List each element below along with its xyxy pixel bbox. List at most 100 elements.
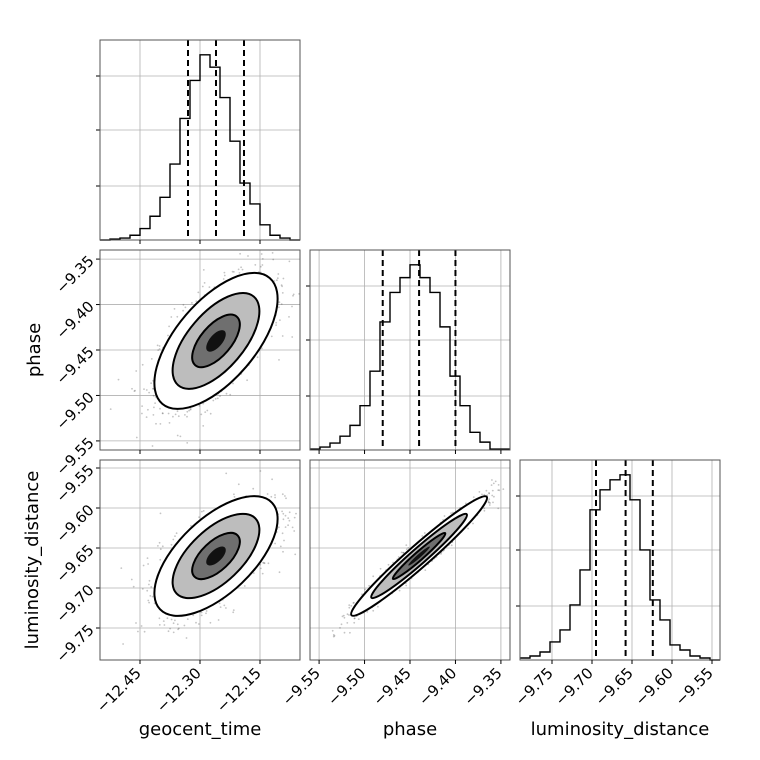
scatter-point xyxy=(350,605,353,607)
panel-0 xyxy=(96,39,301,244)
scatter-point xyxy=(168,422,171,424)
scatter-point xyxy=(284,495,286,497)
scatter-point xyxy=(202,510,205,512)
scatter-point xyxy=(223,604,226,607)
scatter-point xyxy=(148,601,151,604)
scatter-point xyxy=(170,618,173,621)
y-tick-label-3: −9.70 xyxy=(52,581,97,626)
scatter-point xyxy=(402,551,405,554)
scatter-point xyxy=(278,359,280,361)
scatter-point xyxy=(169,627,172,630)
scatter-point xyxy=(284,514,287,517)
scatter-point xyxy=(400,551,403,554)
scatter-point xyxy=(170,316,173,318)
scatter-point xyxy=(225,392,228,395)
plot-layer: −9.75−9.70−9.65−9.60−9.55−9.35−9.40−9.45… xyxy=(52,39,721,716)
scatter-point xyxy=(281,532,284,535)
scatter-point xyxy=(152,387,154,390)
scatter-point xyxy=(152,414,155,416)
scatter-point xyxy=(172,415,174,418)
scatter-point xyxy=(276,277,279,280)
y-axis-label-luminosity-distance: luminosity_distance xyxy=(22,471,43,650)
scatter-point xyxy=(281,292,284,294)
scatter-point xyxy=(186,415,188,418)
scatter-point xyxy=(443,515,446,517)
scatter-point xyxy=(275,321,278,324)
scatter-point xyxy=(206,409,209,412)
x-tick-label-2: −12.15 xyxy=(213,664,265,716)
scatter-point xyxy=(232,609,235,611)
scatter-point xyxy=(145,389,148,391)
scatter-point xyxy=(223,271,226,274)
scatter-point xyxy=(274,496,276,499)
scatter-point xyxy=(483,507,486,510)
scatter-point xyxy=(407,547,410,549)
scatter-point xyxy=(148,391,151,394)
scatter-point xyxy=(283,539,285,542)
scatter-point xyxy=(198,623,200,625)
scatter-point xyxy=(291,305,293,308)
scatter-point xyxy=(214,398,217,400)
scatter-point xyxy=(277,273,280,275)
scatter-point xyxy=(292,293,295,296)
scatter-point xyxy=(147,563,150,565)
scatter-point xyxy=(421,535,424,537)
scatter-point xyxy=(158,348,161,350)
scatter-point xyxy=(167,334,169,337)
scatter-point xyxy=(174,535,176,537)
scatter-point xyxy=(237,268,240,271)
scatter-point xyxy=(231,270,234,273)
scatter-point xyxy=(145,416,148,418)
scatter-point xyxy=(168,325,171,328)
scatter-point xyxy=(288,260,291,263)
scatter-point xyxy=(143,630,146,633)
scatter-point xyxy=(260,567,262,570)
scatter-point xyxy=(387,563,390,566)
contour-level-3 xyxy=(206,546,226,566)
scatter-point xyxy=(177,628,180,631)
scatter-point xyxy=(184,306,187,309)
scatter-point xyxy=(163,624,166,626)
scatter-point xyxy=(488,492,490,494)
scatter-point xyxy=(332,634,335,636)
panel-4: −9.55−9.60−9.65−9.70−9.75−12.45 −12.30 −12… xyxy=(52,459,301,716)
scatter-point xyxy=(158,617,161,620)
x-tick-label-3: −9.60 xyxy=(632,664,677,709)
scatter-point xyxy=(148,579,151,582)
scatter-point xyxy=(331,629,334,632)
scatter-point xyxy=(209,412,212,415)
scatter-point xyxy=(263,562,265,564)
scatter-point xyxy=(190,525,192,527)
histogram-step-geocent-time xyxy=(100,54,300,241)
scatter-point xyxy=(361,593,363,596)
scatter-point xyxy=(291,526,294,529)
scatter-point xyxy=(372,575,375,578)
scatter-point xyxy=(272,258,275,261)
scatter-point xyxy=(275,324,277,326)
scatter-point xyxy=(150,586,153,588)
scatter-point xyxy=(188,409,191,412)
x-tick-label-4: −9.35 xyxy=(461,664,506,709)
scatter-point xyxy=(259,265,262,268)
scatter-point xyxy=(223,274,226,277)
scatter-point xyxy=(156,344,159,347)
scatter-point xyxy=(135,436,138,439)
scatter-point xyxy=(157,545,159,547)
scatter-point xyxy=(488,492,491,495)
x-tick-label-3: −9.40 xyxy=(415,664,460,709)
scatter-point xyxy=(353,617,356,620)
scatter-point xyxy=(197,291,200,294)
scatter-point xyxy=(146,557,149,559)
scatter-point xyxy=(174,413,177,416)
scatter-point xyxy=(176,315,179,318)
scatter-point xyxy=(287,517,290,519)
x-tick-label-0: −9.75 xyxy=(512,664,557,709)
scatter-point xyxy=(167,630,170,633)
scatter-point xyxy=(342,614,345,617)
scatter-point xyxy=(246,379,249,382)
scatter-point xyxy=(240,266,243,269)
y-tick-label-2: −9.45 xyxy=(52,343,97,388)
scatter-point xyxy=(241,268,244,271)
scatter-point xyxy=(261,264,264,266)
scatter-point xyxy=(450,512,452,514)
